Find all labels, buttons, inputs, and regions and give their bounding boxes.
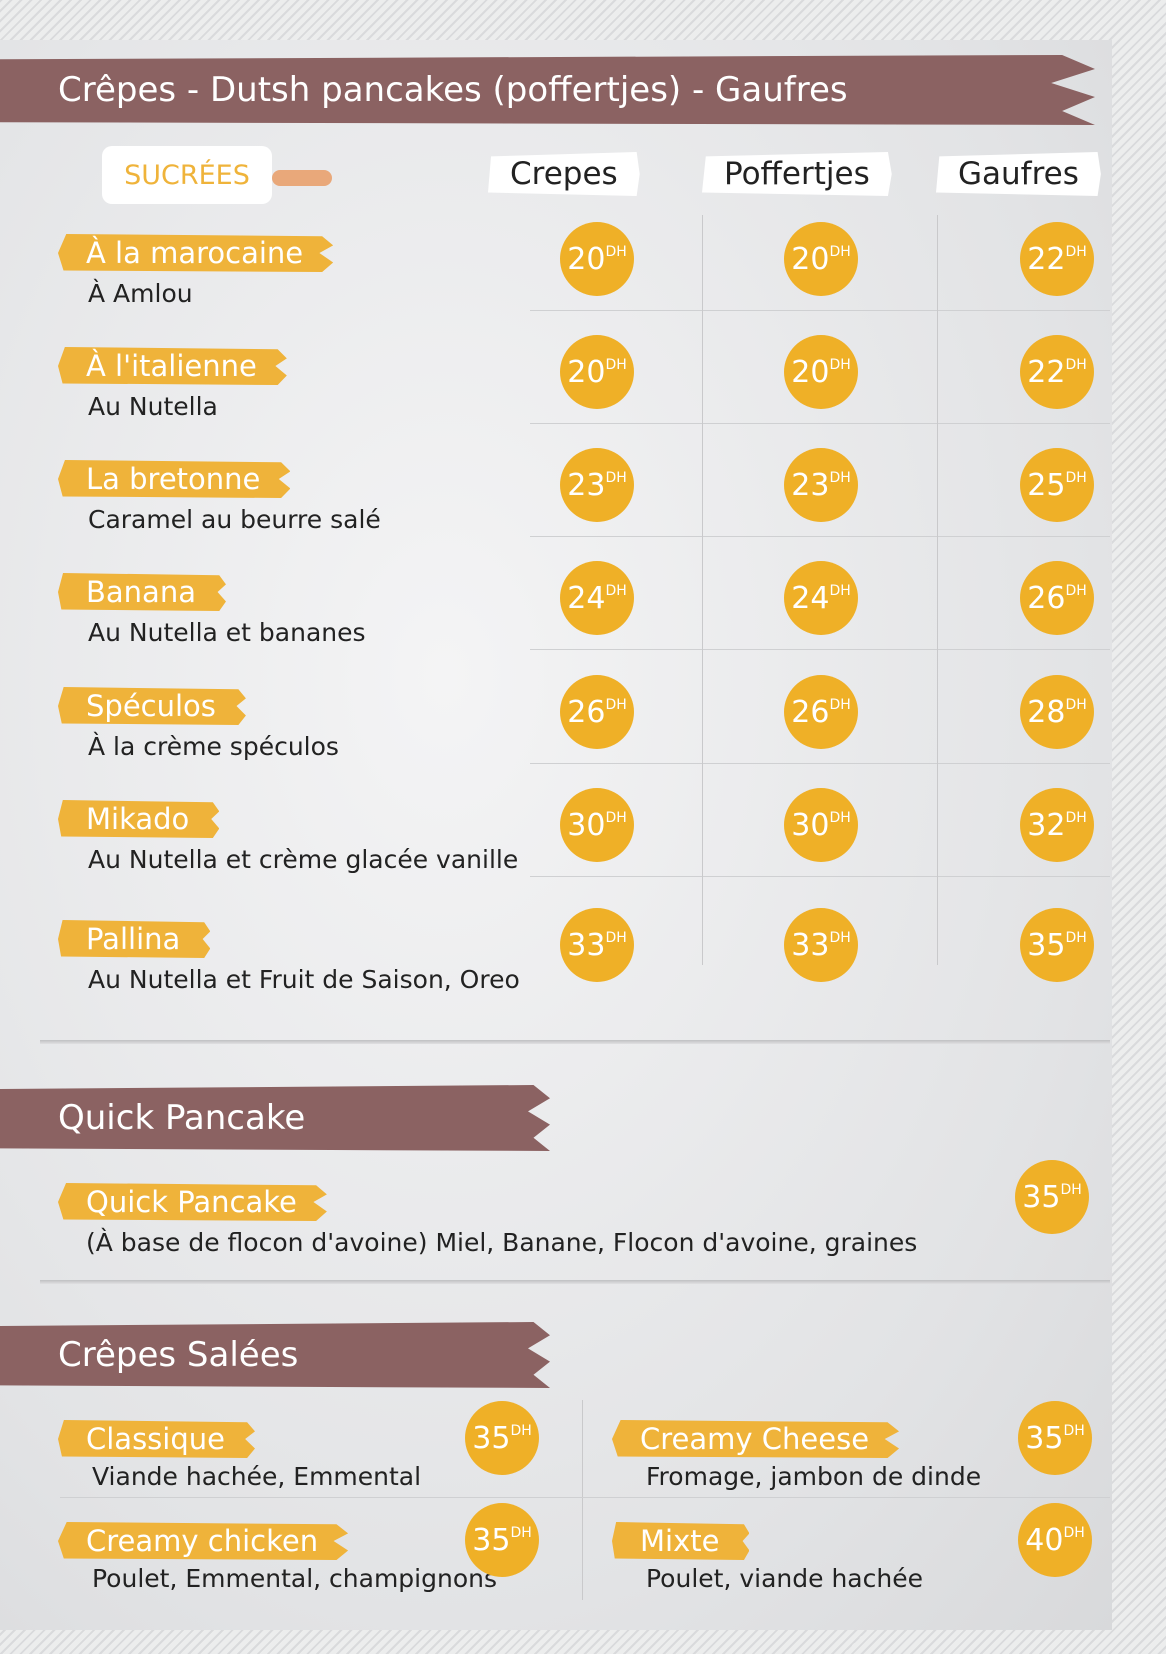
section-header-salees: Crêpes Salées bbox=[0, 1322, 550, 1388]
price-badge: 30 DH bbox=[784, 788, 870, 862]
item-name-tag: Mikado bbox=[58, 800, 220, 838]
price-badge: 35 DH bbox=[1018, 1401, 1104, 1475]
price-badge: 22 DH bbox=[1020, 222, 1106, 296]
price-badge: 22 DH bbox=[1020, 335, 1106, 409]
price-badge: 26 DH bbox=[784, 675, 870, 749]
price-badge: 20 DH bbox=[560, 222, 646, 296]
price-badge: 20 DH bbox=[784, 222, 870, 296]
section-title: Crêpes Salées bbox=[58, 1335, 299, 1375]
item-name-tag: Quick Pancake bbox=[58, 1183, 327, 1221]
section-title: Quick Pancake bbox=[58, 1098, 306, 1138]
pointing-hand-icon bbox=[272, 170, 332, 186]
price-badge: 40 DH bbox=[1018, 1503, 1104, 1577]
item-name-tag: Spéculos bbox=[58, 687, 246, 725]
divider bbox=[60, 1497, 1110, 1498]
sucrees-text: SUCRÉES bbox=[124, 159, 250, 191]
divider bbox=[530, 423, 1110, 424]
item-name-tag: Creamy chicken bbox=[58, 1522, 349, 1560]
item-description: Au Nutella et crème glacée vanille bbox=[88, 845, 519, 874]
section-header-crepes: Crêpes - Dutsh pancakes (poffertjes) - G… bbox=[0, 55, 1095, 125]
column-header-poffertjes: Poffertjes bbox=[702, 152, 892, 196]
item-description: Poulet, viande hachée bbox=[646, 1564, 923, 1593]
item-description: Caramel au beurre salé bbox=[88, 505, 381, 534]
divider bbox=[702, 215, 703, 965]
price-badge: 20 DH bbox=[784, 335, 870, 409]
price-badge: 28 DH bbox=[1020, 675, 1106, 749]
item-name-tag: À la marocaine bbox=[58, 234, 334, 272]
price-badge: 32 DH bbox=[1020, 788, 1106, 862]
item-name-tag: Mixte bbox=[612, 1522, 750, 1560]
column-header-crepes: Crepes bbox=[488, 152, 640, 196]
price-badge: 35 DH bbox=[1015, 1160, 1101, 1234]
divider bbox=[40, 1280, 1110, 1284]
section-header-quick: Quick Pancake bbox=[0, 1085, 550, 1151]
divider bbox=[530, 763, 1110, 764]
price-badge: 33 DH bbox=[560, 908, 646, 982]
item-description: Fromage, jambon de dinde bbox=[646, 1462, 982, 1491]
divider bbox=[582, 1400, 583, 1600]
divider bbox=[937, 215, 938, 965]
item-name-tag: À l'italienne bbox=[58, 347, 287, 385]
item-name-tag: La bretonne bbox=[58, 460, 291, 498]
price-badge: 30 DH bbox=[560, 788, 646, 862]
item-name-tag: Pallina bbox=[58, 920, 211, 958]
price-badge: 23 DH bbox=[560, 448, 646, 522]
price-badge: 24 DH bbox=[560, 561, 646, 635]
item-description: Au Nutella bbox=[88, 392, 218, 421]
divider bbox=[530, 310, 1110, 311]
divider bbox=[530, 876, 1110, 877]
item-description: À la crème spéculos bbox=[88, 732, 339, 761]
price-badge: 35 DH bbox=[465, 1503, 551, 1577]
item-description: Au Nutella et bananes bbox=[88, 618, 366, 647]
item-name-tag: Banana bbox=[58, 573, 226, 611]
item-description: Au Nutella et Fruit de Saison, Oreo bbox=[88, 965, 520, 994]
price-badge: 33 DH bbox=[784, 908, 870, 982]
price-badge: 20 DH bbox=[560, 335, 646, 409]
item-description: Poulet, Emmental, champignons bbox=[92, 1564, 497, 1593]
price-badge: 23 DH bbox=[784, 448, 870, 522]
divider bbox=[530, 649, 1110, 650]
price-badge: 25 DH bbox=[1020, 448, 1106, 522]
item-description: Viande hachée, Emmental bbox=[92, 1462, 422, 1491]
divider bbox=[530, 536, 1110, 537]
section-title: Crêpes - Dutsh pancakes (poffertjes) - G… bbox=[58, 70, 848, 110]
item-name-tag: Creamy Cheese bbox=[612, 1420, 900, 1458]
divider bbox=[40, 1040, 1110, 1044]
column-header-gaufres: Gaufres bbox=[936, 152, 1101, 196]
item-name-tag: Classique bbox=[58, 1420, 255, 1458]
item-description: À Amlou bbox=[88, 279, 193, 308]
price-badge: 26 DH bbox=[1020, 561, 1106, 635]
price-badge: 24 DH bbox=[784, 561, 870, 635]
price-badge: 26 DH bbox=[560, 675, 646, 749]
item-description: (À base de flocon d'avoine) Miel, Banane… bbox=[86, 1228, 918, 1257]
price-badge: 35 DH bbox=[1020, 908, 1106, 982]
sucrees-label: SUCRÉES bbox=[102, 146, 272, 204]
price-badge: 35 DH bbox=[465, 1401, 551, 1475]
